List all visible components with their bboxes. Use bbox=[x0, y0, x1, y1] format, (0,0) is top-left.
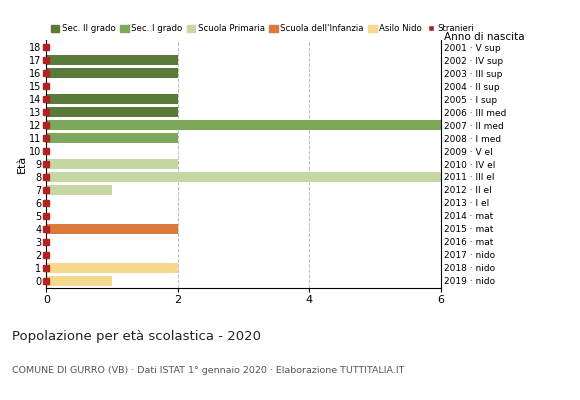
Bar bbox=[46, 224, 178, 234]
Text: Popolazione per età scolastica - 2020: Popolazione per età scolastica - 2020 bbox=[12, 330, 260, 343]
Legend: Sec. II grado, Sec. I grado, Scuola Primaria, Scuola dell'Infanzia, Asilo Nido, : Sec. II grado, Sec. I grado, Scuola Prim… bbox=[50, 24, 474, 33]
Bar bbox=[46, 94, 178, 104]
Bar bbox=[46, 185, 112, 195]
Bar bbox=[46, 276, 112, 286]
Y-axis label: Età: Età bbox=[16, 155, 26, 173]
Bar bbox=[46, 107, 178, 117]
Bar bbox=[46, 120, 441, 130]
Bar bbox=[46, 159, 178, 169]
Bar bbox=[46, 172, 441, 182]
Bar bbox=[46, 55, 178, 65]
Bar bbox=[46, 133, 178, 143]
Text: COMUNE DI GURRO (VB) · Dati ISTAT 1° gennaio 2020 · Elaborazione TUTTITALIA.IT: COMUNE DI GURRO (VB) · Dati ISTAT 1° gen… bbox=[12, 366, 404, 375]
Bar bbox=[46, 263, 178, 273]
Bar bbox=[46, 68, 178, 78]
Text: Anno di nascita: Anno di nascita bbox=[444, 32, 524, 42]
